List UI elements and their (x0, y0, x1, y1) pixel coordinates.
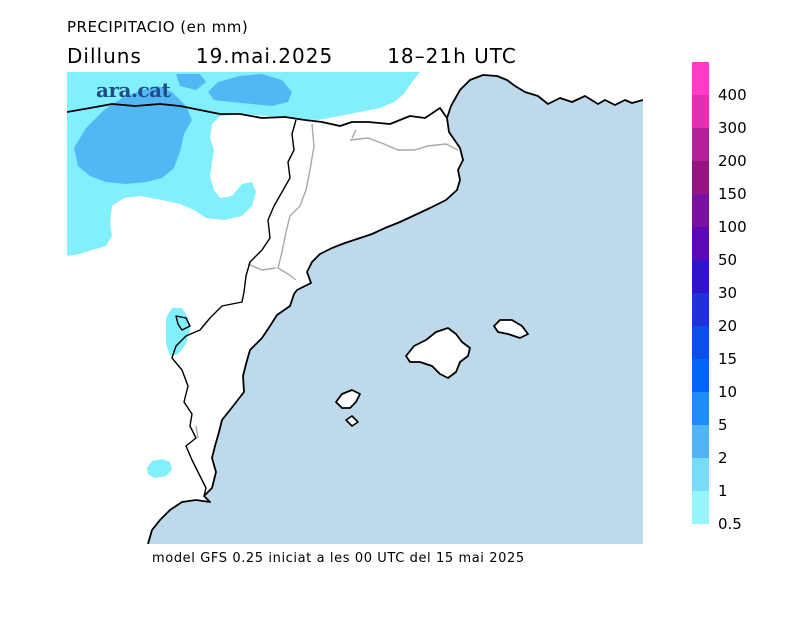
island-menorca (493, 319, 529, 339)
island-mallorca (405, 327, 471, 379)
legend-label: 0.5 (718, 515, 742, 533)
precip-area-medium (208, 74, 292, 106)
legend-label: 30 (718, 284, 738, 302)
legend-swatch (692, 293, 709, 326)
island-formentera (345, 415, 359, 427)
sea-area (148, 75, 643, 544)
legend-swatch (692, 326, 709, 359)
political-border (171, 119, 297, 497)
admin-borders (195, 123, 459, 439)
forecast-date: 19.mai.2025 (195, 44, 334, 68)
legend-swatch (692, 458, 709, 491)
legend-label: 150 (718, 185, 747, 203)
legend-label: 1 (718, 482, 728, 500)
legend-swatch (692, 227, 709, 260)
legend-swatch (692, 62, 709, 95)
legend-label: 400 (718, 86, 747, 104)
legend-label: 15 (718, 350, 738, 368)
legend-label: 100 (718, 218, 747, 236)
island-eivissa (335, 389, 361, 409)
legend-label: 20 (718, 317, 738, 335)
precip-patch (147, 459, 172, 478)
model-info: model GFS 0.25 iniciat a les 00 UTC del … (152, 551, 525, 566)
coastline (67, 74, 643, 544)
legend-swatch (692, 161, 709, 194)
legend-swatch (692, 95, 709, 128)
legend-label: 10 (718, 383, 738, 401)
legend-label: 5 (718, 416, 728, 434)
legend-label: 200 (718, 152, 747, 170)
ara-cat-logo: ara.cat (96, 78, 171, 102)
forecast-time-range: 18–21h UTC (387, 44, 517, 68)
legend-label: 300 (718, 119, 747, 137)
legend-swatch (692, 260, 709, 293)
legend-swatch (692, 491, 709, 524)
legend-swatch (692, 392, 709, 425)
precip-patch (166, 308, 190, 356)
legend-label: 50 (718, 251, 738, 269)
legend-swatch (692, 359, 709, 392)
forecast-datetime: Dilluns 19.mai.2025 18–21h UTC (67, 44, 517, 68)
forecast-day: Dilluns (67, 44, 142, 68)
legend-swatch (692, 128, 709, 161)
legend-label: 2 (718, 449, 728, 467)
precip-area-medium (74, 86, 192, 184)
map-title: PRECIPITACIO (en mm) (67, 18, 249, 36)
legend-swatch (692, 194, 709, 227)
precip-area-medium (176, 74, 206, 90)
legend-swatch (692, 425, 709, 458)
